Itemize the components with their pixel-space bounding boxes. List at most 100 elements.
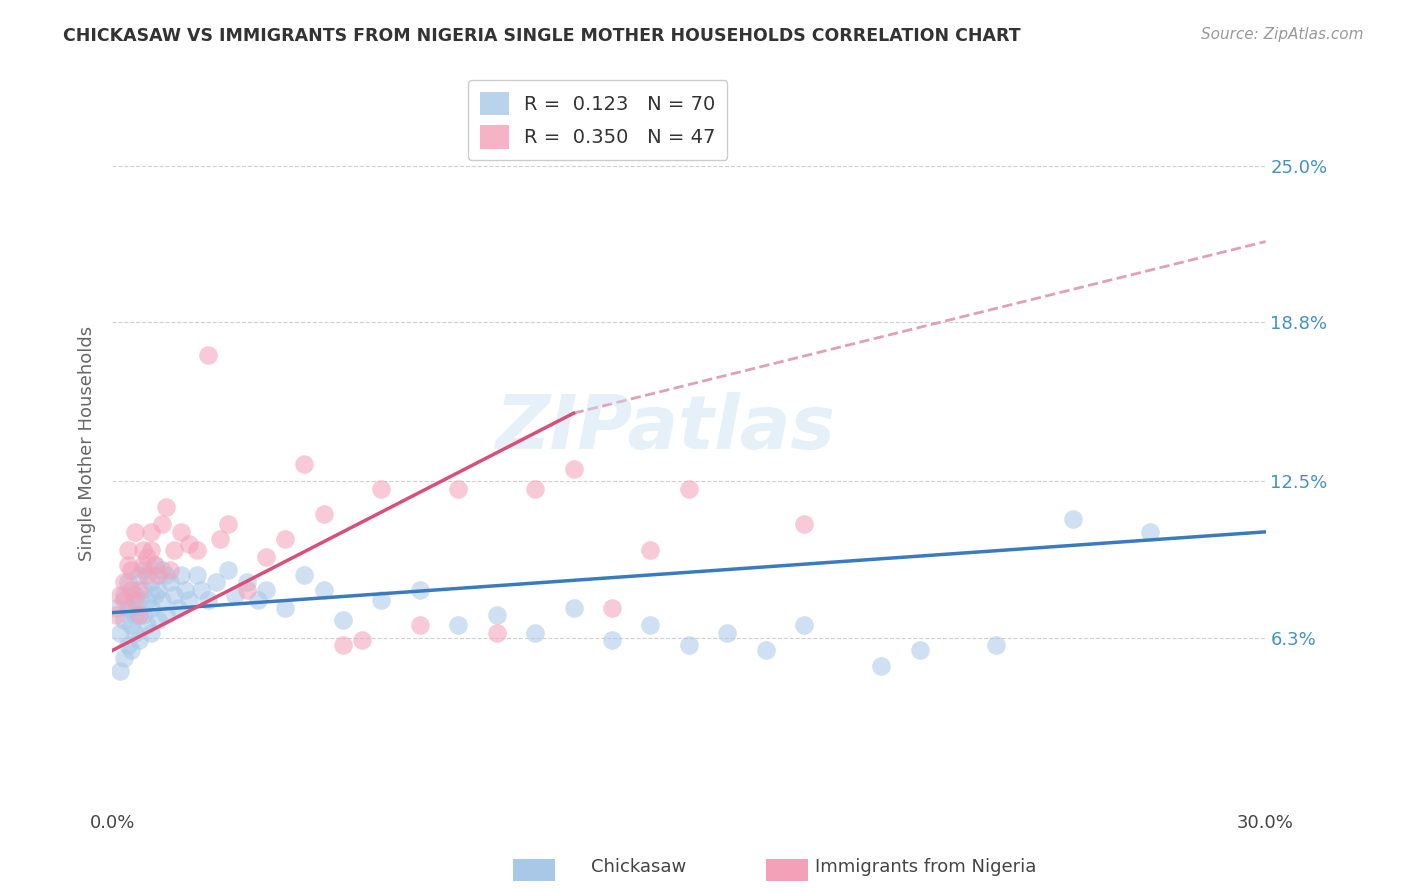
Point	[121, 582, 143, 597]
Point	[562, 461, 585, 475]
Point	[105, 608, 128, 623]
Point	[409, 582, 432, 597]
Point	[170, 524, 193, 539]
Point	[155, 567, 177, 582]
Point	[121, 643, 143, 657]
Point	[148, 582, 170, 597]
Point	[755, 643, 778, 657]
Point	[121, 600, 143, 615]
Point	[124, 593, 146, 607]
Point	[155, 608, 177, 623]
Point	[128, 608, 150, 623]
Point	[793, 618, 815, 632]
Point	[112, 588, 135, 602]
Point	[150, 517, 173, 532]
Text: Source: ZipAtlas.com: Source: ZipAtlas.com	[1201, 27, 1364, 42]
Point	[128, 567, 150, 582]
Point	[166, 600, 188, 615]
Text: Chickasaw: Chickasaw	[591, 858, 686, 876]
Point	[190, 582, 212, 597]
Point	[108, 588, 131, 602]
Point	[332, 613, 354, 627]
Point	[121, 563, 143, 577]
Point	[117, 639, 139, 653]
Point	[217, 563, 239, 577]
Point	[208, 533, 231, 547]
Point	[186, 567, 208, 582]
Point	[132, 582, 155, 597]
Point	[112, 575, 135, 590]
Point	[139, 600, 162, 615]
Point	[793, 517, 815, 532]
Point	[135, 567, 157, 582]
Point	[121, 618, 143, 632]
Point	[143, 558, 166, 572]
Point	[524, 482, 547, 496]
Point	[135, 550, 157, 565]
Text: Immigrants from Nigeria: Immigrants from Nigeria	[815, 858, 1036, 876]
Point	[148, 567, 170, 582]
Point	[105, 600, 128, 615]
Point	[108, 664, 131, 678]
Point	[640, 618, 662, 632]
Point	[186, 542, 208, 557]
Point	[170, 567, 193, 582]
Point	[678, 482, 700, 496]
Point	[132, 563, 155, 577]
Point	[117, 600, 139, 615]
Point	[986, 639, 1008, 653]
Point	[139, 625, 162, 640]
Point	[117, 542, 139, 557]
Point	[139, 542, 162, 557]
Point	[148, 613, 170, 627]
Point	[179, 537, 201, 551]
Point	[217, 517, 239, 532]
Point	[224, 588, 246, 602]
Point	[128, 582, 150, 597]
Point	[447, 482, 470, 496]
Point	[716, 625, 738, 640]
Point	[254, 582, 277, 597]
Point	[485, 625, 508, 640]
Point	[294, 567, 316, 582]
Point	[159, 575, 181, 590]
Point	[139, 524, 162, 539]
Point	[1139, 524, 1161, 539]
Point	[485, 608, 508, 623]
Point	[143, 558, 166, 572]
Point	[600, 633, 623, 648]
Point	[197, 593, 219, 607]
Point	[179, 593, 201, 607]
Point	[112, 613, 135, 627]
Point	[163, 588, 186, 602]
Point	[294, 457, 316, 471]
Point	[124, 524, 146, 539]
Text: ZIPatlas: ZIPatlas	[496, 392, 835, 466]
Point	[117, 558, 139, 572]
Point	[352, 633, 374, 648]
Point	[124, 625, 146, 640]
Point	[150, 593, 173, 607]
Point	[159, 563, 181, 577]
Point	[908, 643, 931, 657]
Point	[236, 582, 259, 597]
Point	[124, 608, 146, 623]
Point	[332, 639, 354, 653]
Point	[150, 563, 173, 577]
Point	[132, 608, 155, 623]
Point	[163, 542, 186, 557]
Point	[678, 639, 700, 653]
Y-axis label: Single Mother Households: Single Mother Households	[79, 326, 96, 561]
Point	[174, 582, 197, 597]
Point	[562, 600, 585, 615]
Point	[370, 482, 392, 496]
Point	[640, 542, 662, 557]
Point	[132, 558, 155, 572]
Point	[135, 593, 157, 607]
Legend: R =  0.123   N = 70, R =  0.350   N = 47: R = 0.123 N = 70, R = 0.350 N = 47	[468, 80, 727, 161]
Point	[312, 507, 335, 521]
Point	[112, 651, 135, 665]
Text: CHICKASAW VS IMMIGRANTS FROM NIGERIA SINGLE MOTHER HOUSEHOLDS CORRELATION CHART: CHICKASAW VS IMMIGRANTS FROM NIGERIA SIN…	[63, 27, 1021, 45]
Point	[128, 633, 150, 648]
Point	[135, 618, 157, 632]
